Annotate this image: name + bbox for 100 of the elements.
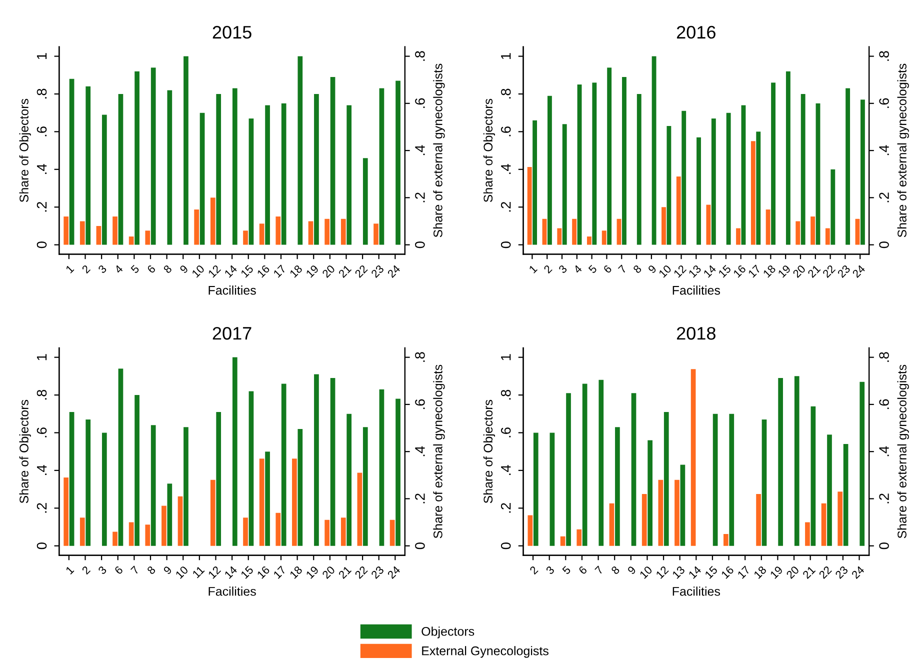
bar [830, 169, 836, 245]
bar [80, 221, 85, 245]
bar [314, 94, 319, 245]
x-tick-label: 6 [114, 566, 124, 575]
x-tick-label: 12 [208, 566, 222, 579]
x-axis-title: Facilities [672, 586, 720, 596]
x-tick-label: 1 [65, 264, 74, 274]
x-tick-label: 8 [162, 264, 172, 274]
x-tick-label: 20 [322, 566, 336, 580]
bar [145, 524, 150, 546]
x-tick-label: 14 [224, 264, 238, 278]
y2-axis-title: Share of external gynecologists [897, 364, 909, 538]
bar [314, 374, 319, 546]
bar [712, 414, 718, 546]
bar [216, 94, 222, 245]
chart-title: 2017 [212, 326, 252, 340]
x-tick-label: 13 [672, 566, 686, 579]
bar [810, 406, 816, 546]
y-tick-label: .6 [500, 428, 511, 438]
bar [778, 378, 783, 546]
bar [786, 71, 790, 245]
x-tick-label: 15 [240, 264, 254, 278]
x-tick-label: 17 [273, 566, 286, 579]
x-tick-label: 8 [610, 566, 620, 575]
x-tick-label: 23 [370, 566, 384, 580]
x-tick-label: 20 [786, 566, 800, 580]
x-tick-label: 10 [639, 566, 653, 579]
y-tick-label: .6 [36, 126, 47, 136]
bar [118, 94, 124, 245]
x-tick-label: 9 [627, 566, 636, 575]
y-tick-label: .2 [500, 503, 511, 513]
x-tick-label: 14 [703, 264, 717, 278]
bar [324, 218, 330, 245]
bar [550, 432, 555, 546]
x-axis-title: Facilities [208, 286, 256, 295]
x-tick-label: 7 [594, 566, 604, 575]
x-tick-label: 23 [837, 264, 851, 278]
x-tick-label: 1 [65, 566, 74, 574]
x-tick-label: 9 [179, 264, 189, 274]
y-axis-title: Share of Objectors [19, 98, 31, 202]
bar [232, 357, 238, 546]
bar [666, 126, 672, 245]
x-tick-label: 18 [762, 264, 776, 278]
bar [690, 369, 696, 546]
bar [248, 118, 254, 245]
y2-tick-label: .8 [879, 352, 889, 362]
x-tick-label: 3 [98, 264, 107, 274]
x-tick-label: 3 [558, 264, 568, 274]
bar [112, 532, 118, 546]
bar [636, 94, 642, 245]
y2-tick-label: .2 [415, 494, 425, 504]
bar [827, 434, 832, 546]
x-tick-label: 17 [273, 264, 286, 278]
y2-tick-label: .4 [879, 446, 889, 456]
y-tick-label: .4 [501, 465, 511, 475]
bar [771, 82, 776, 245]
y2-tick-label: .2 [879, 192, 889, 202]
bar [648, 440, 652, 546]
bar [547, 96, 552, 245]
y2-tick-label: 0 [879, 542, 889, 550]
bar [346, 414, 352, 546]
x-tick-label: 20 [322, 264, 336, 278]
bar [145, 230, 150, 245]
bar [243, 518, 248, 546]
x-tick-label: 22 [354, 264, 368, 278]
bar [805, 522, 810, 546]
bar [729, 414, 734, 546]
x-tick-label: 2 [81, 566, 91, 575]
x-tick-label: 21 [802, 566, 816, 580]
x-tick-label: 16 [732, 264, 746, 278]
y-tick-label: .2 [36, 503, 47, 513]
bar [542, 218, 547, 245]
y-axis-title: Share of Objectors [483, 400, 496, 504]
x-tick-label: 23 [834, 566, 848, 580]
chart-title: 2016 [676, 26, 716, 39]
bar [562, 124, 567, 245]
bar [825, 228, 830, 245]
x-tick-label: 2 [81, 264, 91, 274]
bar [259, 224, 264, 245]
bar [816, 103, 820, 245]
y-tick-label: .2 [500, 202, 511, 212]
x-tick-label: 2 [543, 264, 552, 274]
y-tick-label: 1 [36, 53, 47, 60]
x-tick-label: 16 [256, 566, 270, 579]
x-tick-label: 15 [718, 264, 732, 278]
bar [711, 118, 716, 245]
bar [855, 218, 860, 245]
x-tick-label: 12 [656, 566, 669, 579]
bar [390, 520, 395, 546]
bar [652, 56, 656, 245]
y-tick-label: .4 [36, 164, 47, 174]
bar [736, 228, 740, 245]
bar [276, 512, 281, 546]
y-tick-label: .8 [500, 88, 511, 98]
bar [86, 420, 91, 546]
x-tick-label: 14 [224, 566, 238, 579]
y-tick-label: .4 [501, 164, 511, 174]
x-tick-label: 1 [528, 264, 538, 274]
x-tick-label: 13 [688, 264, 702, 278]
x-tick-label: 16 [256, 264, 270, 278]
